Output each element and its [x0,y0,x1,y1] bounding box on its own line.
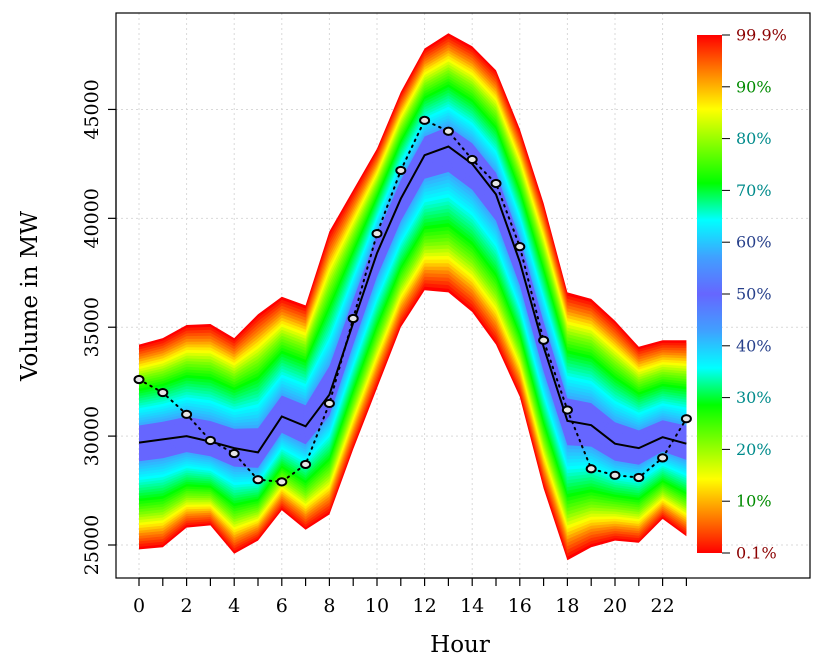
actual-point [347,313,359,324]
series-lines [133,115,692,487]
actual-point [157,387,169,398]
legend-label: 50% [736,285,772,304]
y-tick-label: 35000 [81,297,103,357]
actual-point [609,470,621,480]
legend-label: 30% [736,388,772,407]
y-tick-label: 45000 [81,79,103,139]
actual-point [181,409,193,419]
actual-point [633,472,645,483]
actual-point [538,335,550,345]
legend-color-bar [697,35,722,553]
actual-point [514,242,526,252]
x-tick-label: 6 [276,595,288,617]
actual-point [204,435,216,446]
actual-point [490,178,502,189]
actual-point [323,398,335,409]
x-tick-label: 16 [508,595,532,617]
legend-label: 20% [736,440,772,459]
x-tick-label: 18 [555,595,579,617]
x-tick-label: 0 [133,595,145,617]
actual-point [466,154,478,165]
actual-point [680,414,692,424]
color-legend: 99.9% 90% 80% 70% 60% 50% 40% 30% 20% 10% 0.1% [697,26,787,563]
legend-label: 0.1% [736,544,777,563]
x-tick-label: 8 [323,595,335,617]
quantile-band [139,135,687,462]
actual-point [371,228,383,239]
x-tick-label: 2 [181,595,193,617]
x-axis-title: Hour [430,632,490,658]
legend-label: 70% [736,181,772,200]
legend-label: 90% [736,77,772,96]
actual-point [133,374,145,385]
x-tick-label: 22 [651,595,675,617]
y-tick-label: 30000 [81,406,103,466]
median-line [138,145,687,454]
x-tick-label: 14 [460,595,484,617]
actual-point [252,475,264,485]
y-tick-label: 40000 [81,188,103,248]
legend-label: 80% [736,129,772,148]
actual-point [300,459,312,470]
actual-point [442,126,454,136]
quantile-fan [139,33,687,561]
actual-point [419,115,431,125]
legend-label: 10% [736,492,772,511]
x-tick-label: 20 [603,595,627,617]
legend-label: 60% [736,233,772,252]
x-tick-label: 12 [413,595,437,617]
actual-point [657,453,669,463]
actual-point [228,448,240,459]
legend-label: 40% [736,336,772,355]
actual-point [395,165,407,176]
actual-point [561,405,573,415]
y-axis-title: Volume in MW [17,211,43,382]
actual-point [585,464,597,474]
actual-point [276,477,288,487]
axes: 0 2 4 6 8 10 12 14 16 18 20 22 25000 30000 35000 40000 4… [81,79,688,617]
y-tick-label: 25000 [81,515,103,575]
x-tick-label: 10 [365,595,389,617]
legend-label: 99.9% [736,26,787,45]
x-tick-label: 4 [228,595,240,617]
quantile-band [139,132,687,464]
